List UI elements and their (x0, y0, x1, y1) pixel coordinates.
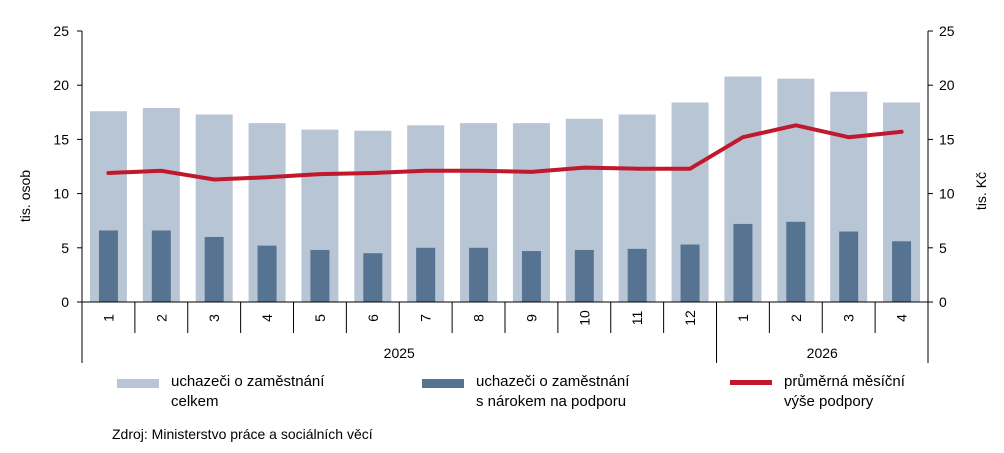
legend-swatch-entitled (422, 379, 464, 388)
x-group-label-2025: 2025 (384, 345, 415, 361)
x-tick-label-11: 11 (629, 311, 645, 326)
x-tick-label-12: 12 (682, 310, 698, 326)
bar-entitled-15 (839, 231, 859, 302)
bar-entitled-14 (786, 221, 806, 302)
y-tick-label-left-10: 10 (53, 186, 69, 202)
point-benefit-5 (318, 172, 322, 176)
bar-entitled-8 (469, 247, 489, 302)
legend-swatch-total (117, 379, 159, 388)
y-axis-title-right: tis. Kč (973, 172, 989, 210)
y-tick-label-left-20: 20 (53, 77, 69, 93)
x-tick-label-2: 2 (153, 314, 169, 322)
bar-entitled-7 (416, 247, 436, 302)
x-tick-label-6: 6 (365, 314, 381, 322)
bar-entitled-13 (733, 223, 753, 302)
x-tick-label-9: 9 (523, 314, 539, 322)
point-benefit-14 (794, 123, 798, 127)
source-note: Zdroj: Ministerstvo práce a sociálních v… (112, 426, 373, 442)
point-benefit-6 (371, 171, 375, 175)
point-benefit-7 (424, 169, 428, 173)
x-tick-label-4: 4 (259, 314, 275, 322)
y-tick-label-left-5: 5 (61, 240, 69, 256)
bar-entitled-10 (574, 249, 594, 302)
legend-label-entitled-line2: s nárokem na podporu (476, 393, 627, 410)
bar-entitled-2 (151, 230, 171, 302)
x-tick-label-7: 7 (418, 314, 434, 322)
legend-swatch-benefit (730, 380, 772, 385)
x-tick-label-10: 10 (576, 310, 592, 326)
x-tick-label-14: 2 (788, 314, 804, 322)
point-benefit-3 (212, 178, 216, 182)
line-benefit (106, 123, 904, 182)
y-tick-label-left-0: 0 (61, 294, 69, 310)
x-tick-label-1: 1 (100, 314, 116, 322)
bar-entitled-5 (310, 249, 330, 302)
point-benefit-16 (900, 130, 904, 134)
bar-entitled-3 (204, 236, 224, 302)
y-tick-label-left-25: 25 (53, 23, 69, 39)
x-tick-label-15: 3 (841, 314, 857, 322)
point-benefit-13 (741, 135, 745, 139)
y-tick-label-right-25: 25 (939, 23, 955, 39)
y-tick-label-right-15: 15 (939, 131, 955, 147)
legend-label-total-line2: celkem (171, 393, 219, 410)
point-benefit-1 (106, 171, 110, 175)
legend-label-benefit-line1: průměrná měsíční (784, 373, 905, 390)
point-benefit-4 (265, 175, 269, 179)
bar-entitled-12 (680, 244, 700, 302)
point-benefit-2 (159, 169, 163, 173)
y-tick-label-right-10: 10 (939, 186, 955, 202)
x-group-label-2026: 2026 (807, 345, 838, 361)
y-tick-label-right-20: 20 (939, 77, 955, 93)
point-benefit-9 (529, 170, 533, 174)
x-tick-label-3: 3 (206, 314, 222, 322)
point-benefit-11 (635, 167, 639, 171)
legend-label-entitled-line1: uchazeči o zaměstnání (476, 373, 630, 390)
bar-entitled-11 (627, 248, 647, 302)
x-tick-label-13: 1 (735, 314, 751, 322)
y-tick-label-left-15: 15 (53, 131, 69, 147)
bar-entitled-6 (363, 253, 383, 302)
y-tick-label-right-5: 5 (939, 240, 947, 256)
point-benefit-8 (477, 169, 481, 173)
legend-label-total-line1: uchazeči o zaměstnání (171, 373, 325, 390)
x-tick-label-5: 5 (312, 314, 328, 322)
point-benefit-10 (582, 166, 586, 170)
legend-label-benefit-line2: výše podpory (784, 393, 874, 410)
x-tick-label-8: 8 (471, 314, 487, 322)
y-axis-title-left: tis. osob (17, 170, 33, 222)
y-tick-label-right-0: 0 (939, 294, 947, 310)
bar-entitled-16 (892, 241, 912, 302)
point-benefit-12 (688, 167, 692, 171)
bar-entitled-4 (257, 245, 277, 302)
x-tick-label-16: 4 (894, 314, 910, 322)
bar-entitled-9 (521, 251, 541, 302)
bar-entitled-1 (98, 230, 118, 302)
point-benefit-15 (847, 135, 851, 139)
